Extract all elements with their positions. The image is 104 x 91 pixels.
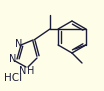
Text: N: N (15, 39, 23, 49)
Text: N: N (9, 54, 17, 64)
Text: HCl: HCl (4, 73, 22, 83)
Text: H: H (27, 66, 34, 76)
Text: N: N (19, 66, 26, 76)
